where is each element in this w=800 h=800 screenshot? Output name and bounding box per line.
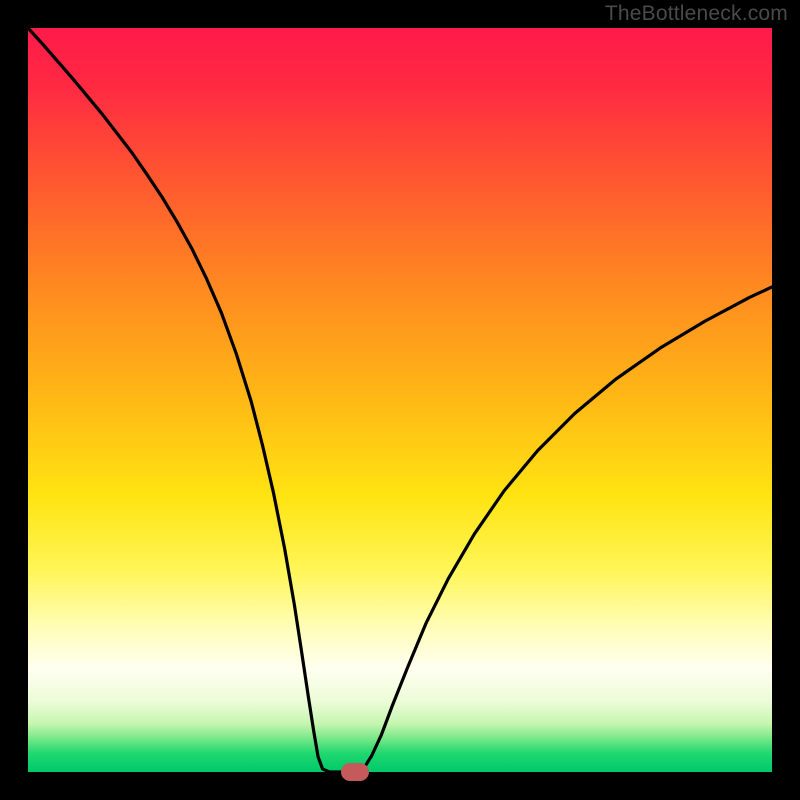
watermark-text: TheBottleneck.com [605, 2, 788, 26]
curve-path [28, 28, 772, 772]
chart-frame: TheBottleneck.com [0, 0, 800, 800]
bottleneck-curve [28, 28, 772, 772]
optimum-marker [341, 763, 369, 781]
plot-area [28, 28, 772, 772]
